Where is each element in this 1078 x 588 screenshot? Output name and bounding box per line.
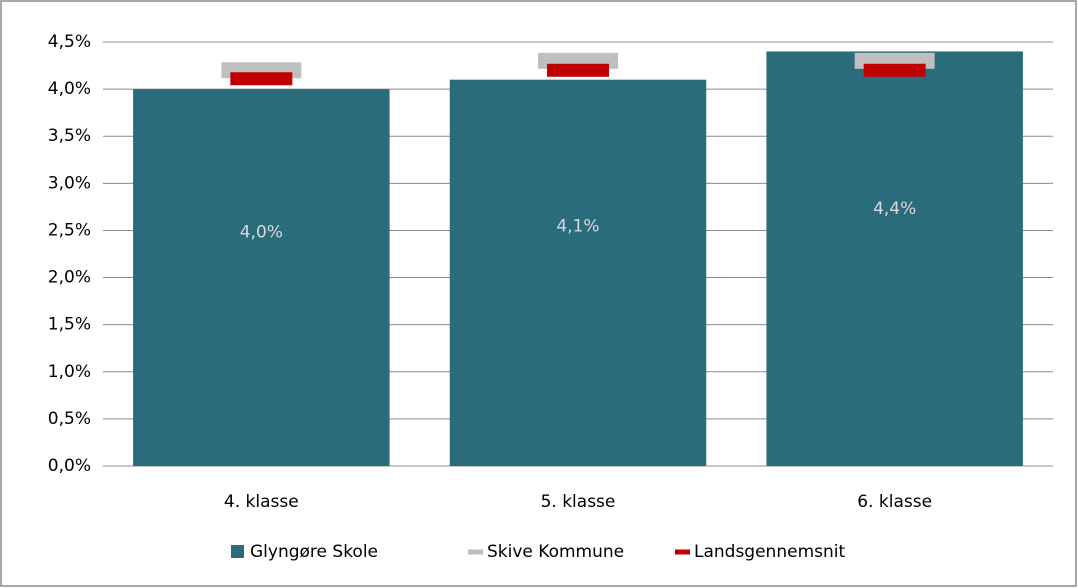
y-tick-label: 0,0% (48, 456, 91, 476)
x-tick-label: 6. klasse (857, 492, 932, 512)
legend-label: Skive Kommune (487, 542, 624, 562)
legend-swatch (675, 549, 690, 555)
y-tick-label: 1,5% (48, 315, 91, 335)
bar (449, 79, 707, 466)
marker (230, 72, 293, 86)
y-tick-label: 2,0% (48, 268, 91, 288)
y-tick-label: 2,5% (48, 220, 91, 240)
marker (547, 63, 609, 77)
data-label: 4,4% (873, 199, 916, 219)
bar (766, 51, 1023, 467)
x-tick-label: 4. klasse (224, 492, 299, 512)
x-tick-label: 5. klasse (541, 492, 616, 512)
bar (133, 89, 390, 466)
y-tick-label: 3,5% (48, 126, 91, 146)
legend-label: Glyngøre Skole (250, 542, 378, 562)
marker (863, 63, 926, 77)
legend-swatch (231, 545, 244, 558)
data-label: 4,1% (556, 216, 599, 236)
y-tick-label: 0,5% (48, 409, 91, 429)
y-tick-label: 4,0% (48, 79, 91, 99)
legend-swatch (468, 549, 483, 555)
y-tick-label: 1,0% (48, 362, 91, 382)
data-label: 4,0% (240, 222, 283, 242)
legend-label: Landsgennemsnit (694, 542, 845, 562)
y-tick-label: 4,5% (48, 32, 91, 52)
y-tick-label: 3,0% (48, 173, 91, 193)
